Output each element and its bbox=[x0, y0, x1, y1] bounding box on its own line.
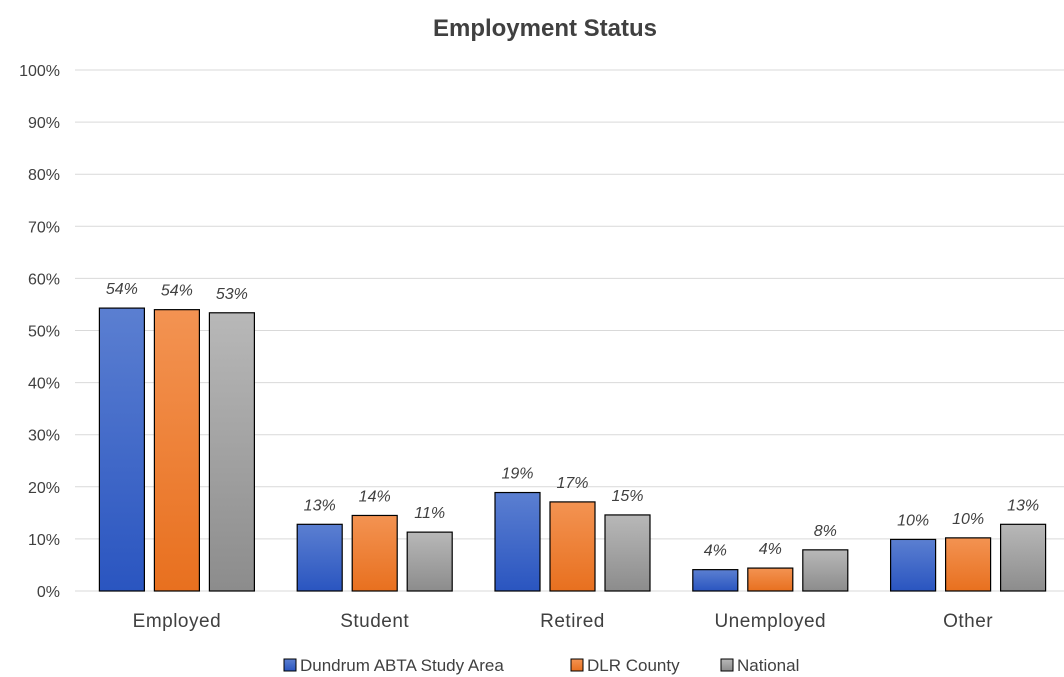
legend-label: Dundrum ABTA Study Area bbox=[300, 656, 504, 675]
bar bbox=[208, 312, 255, 592]
legend-swatch bbox=[283, 658, 297, 672]
bar bbox=[296, 523, 343, 592]
data-label: 17% bbox=[556, 475, 588, 492]
bar bbox=[98, 307, 146, 592]
y-axis-ticks: 0% 10% 20% 30% 40% 50% 60% 70% 80% 90% 100% bbox=[19, 63, 60, 601]
data-label: 13% bbox=[1007, 497, 1039, 514]
data-label: 8% bbox=[814, 523, 837, 540]
bar bbox=[406, 531, 453, 592]
data-label: 15% bbox=[611, 488, 643, 505]
legend: Dundrum ABTA Study Area DLR County Nationa… bbox=[283, 656, 799, 675]
legend-item: DLR County bbox=[570, 656, 680, 675]
y-tick-label: 100% bbox=[19, 63, 60, 80]
bar bbox=[494, 491, 541, 592]
data-label: 54% bbox=[161, 283, 193, 300]
bar bbox=[153, 309, 200, 592]
bar bbox=[889, 538, 937, 592]
legend-swatch bbox=[720, 658, 734, 672]
legend-item: National bbox=[720, 656, 799, 675]
y-tick-label: 70% bbox=[28, 219, 60, 236]
legend-swatch bbox=[570, 658, 584, 672]
x-tick-label: Retired bbox=[540, 611, 605, 632]
y-tick-label: 10% bbox=[28, 532, 60, 549]
bar bbox=[692, 569, 739, 592]
bar bbox=[549, 501, 596, 592]
data-label: 54% bbox=[106, 281, 138, 298]
data-label: 4% bbox=[759, 541, 782, 558]
bar bbox=[999, 523, 1047, 592]
bar bbox=[604, 514, 651, 592]
data-label: 13% bbox=[304, 497, 336, 514]
bar bbox=[802, 549, 849, 592]
x-tick-label: Unemployed bbox=[714, 611, 826, 632]
y-tick-label: 60% bbox=[28, 271, 60, 288]
chart-title: Employment Status bbox=[433, 15, 657, 42]
bars bbox=[98, 307, 1047, 592]
data-label: 10% bbox=[952, 511, 984, 528]
legend-item: Dundrum ABTA Study Area bbox=[283, 656, 504, 675]
data-label: 11% bbox=[414, 505, 445, 522]
legend-label: National bbox=[737, 656, 799, 675]
y-tick-label: 50% bbox=[28, 324, 60, 341]
legend-label: DLR County bbox=[587, 656, 680, 675]
y-tick-label: 30% bbox=[28, 428, 60, 445]
y-tick-label: 90% bbox=[28, 115, 60, 132]
x-axis-ticks: Employed Student Retired Unemployed Other bbox=[133, 611, 993, 632]
y-tick-label: 20% bbox=[28, 480, 60, 497]
data-label: 14% bbox=[359, 488, 391, 505]
y-tick-label: 0% bbox=[37, 584, 60, 601]
data-label: 10% bbox=[897, 512, 929, 529]
bar bbox=[747, 567, 794, 592]
bar bbox=[351, 514, 398, 592]
y-tick-label: 40% bbox=[28, 376, 60, 393]
data-label: 19% bbox=[501, 466, 533, 483]
data-label: 4% bbox=[704, 543, 727, 560]
x-tick-label: Student bbox=[340, 611, 409, 632]
x-tick-label: Other bbox=[943, 611, 993, 632]
bar bbox=[944, 537, 992, 592]
x-tick-label: Employed bbox=[133, 611, 222, 632]
data-label: 53% bbox=[216, 286, 248, 303]
data-labels: 54% 54% 53% 13% 14% 11% 19% 17% 15% 4% 4% 8% 10% 10% 1… bbox=[106, 281, 1039, 560]
y-tick-label: 80% bbox=[28, 167, 60, 184]
